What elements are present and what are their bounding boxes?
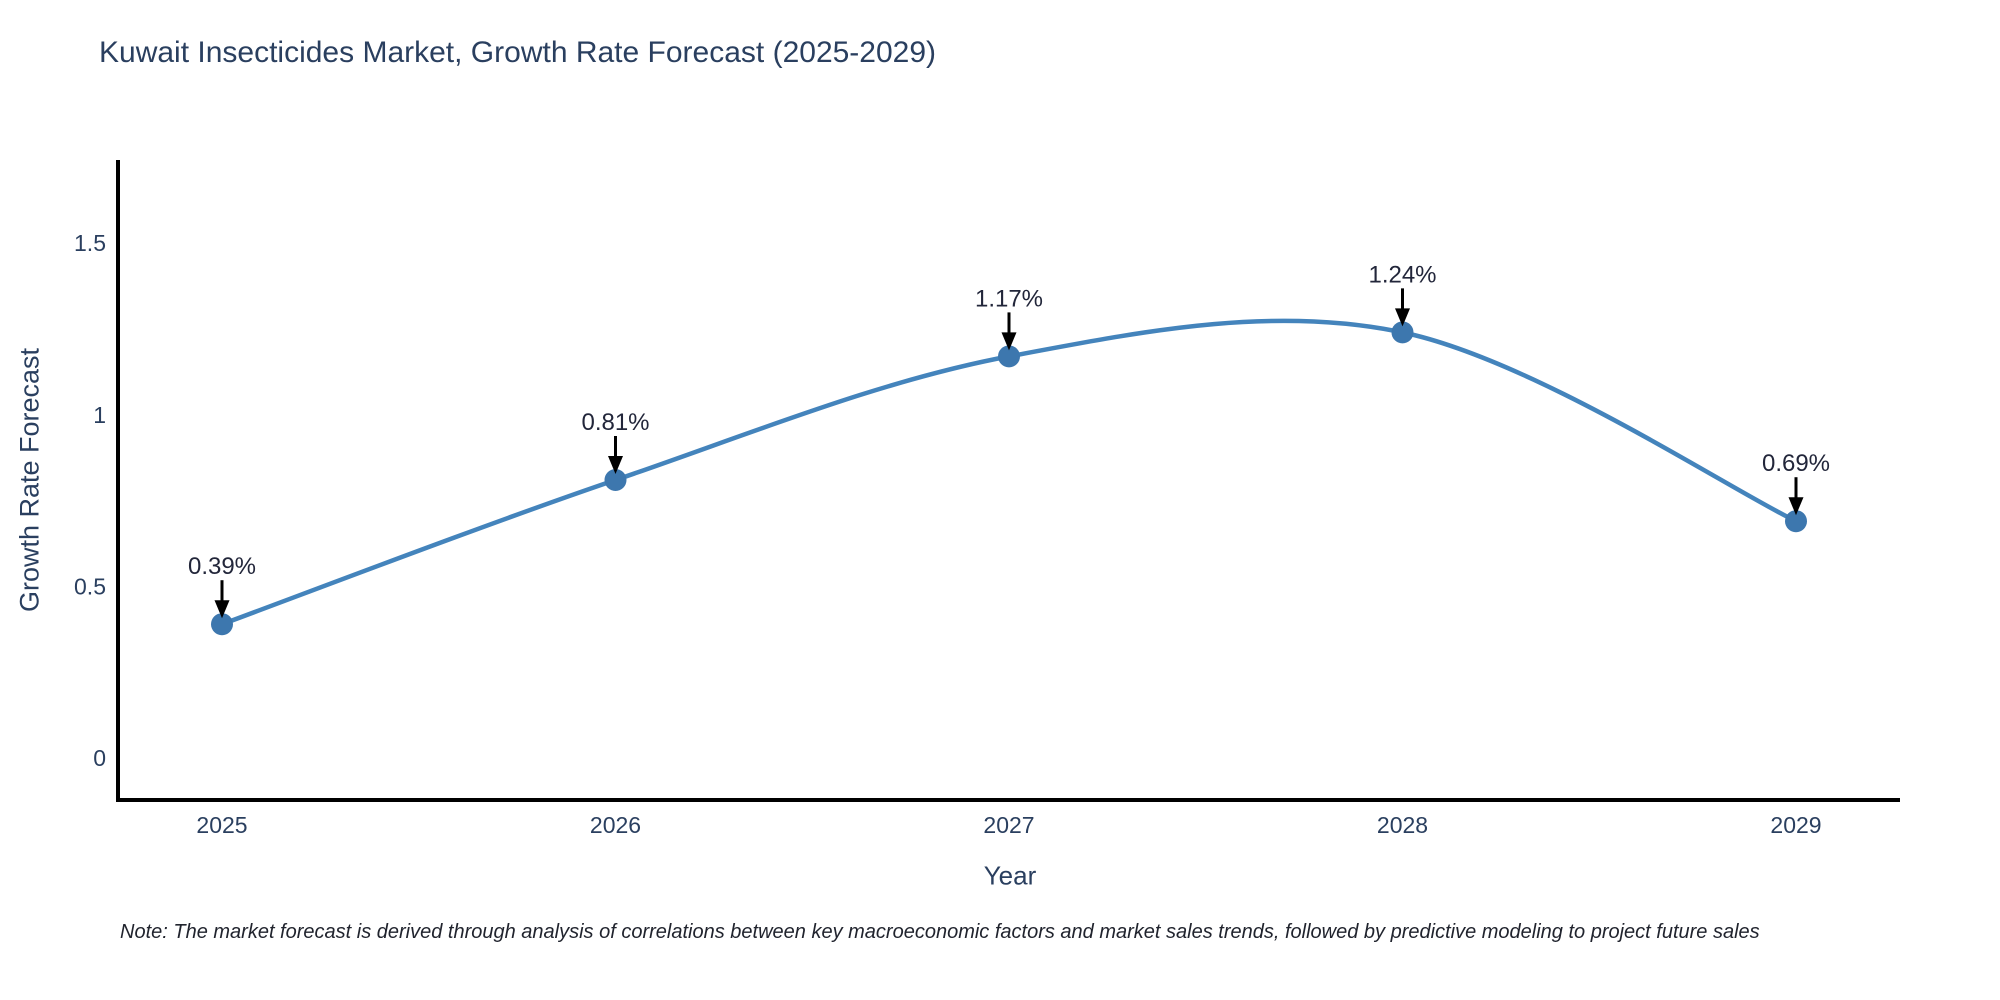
annotation-arrow-head (1395, 308, 1410, 327)
chart-title: Kuwait Insecticides Market, Growth Rate … (99, 36, 937, 69)
data-point-label: 1.24% (1368, 261, 1436, 288)
annotation-arrow-head (214, 600, 230, 619)
x-tick-label: 2028 (1377, 812, 1428, 838)
data-point-label: 0.69% (1762, 450, 1830, 477)
annotation-arrow-head (1001, 332, 1017, 351)
y-tick-label: 1.5 (74, 230, 106, 256)
data-point (1391, 321, 1414, 344)
x-tick-label: 2027 (983, 812, 1034, 838)
y-tick-label: 1 (93, 402, 106, 428)
data-point (998, 345, 1020, 368)
data-point-label: 1.17% (975, 285, 1043, 312)
y-tick-label: 0.5 (74, 573, 106, 599)
x-tick-label: 2026 (590, 812, 641, 838)
footnote: Note: The market forecast is derived thr… (120, 921, 1760, 943)
x-tick-label: 2025 (196, 812, 247, 838)
y-axis-title: Growth Rate Forecast (14, 347, 45, 613)
y-tick-label: 0 (93, 745, 106, 771)
data-point (1785, 510, 1807, 533)
annotation-arrow-head (1788, 497, 1804, 516)
data-point (604, 469, 627, 491)
data-point-label: 0.81% (581, 409, 649, 436)
data-point-label: 0.39% (188, 553, 256, 580)
data-point (211, 613, 233, 636)
annotation-arrow-head (608, 456, 623, 474)
x-tick-label: 2029 (1770, 812, 1821, 838)
x-axis-title: Year (983, 860, 1037, 891)
